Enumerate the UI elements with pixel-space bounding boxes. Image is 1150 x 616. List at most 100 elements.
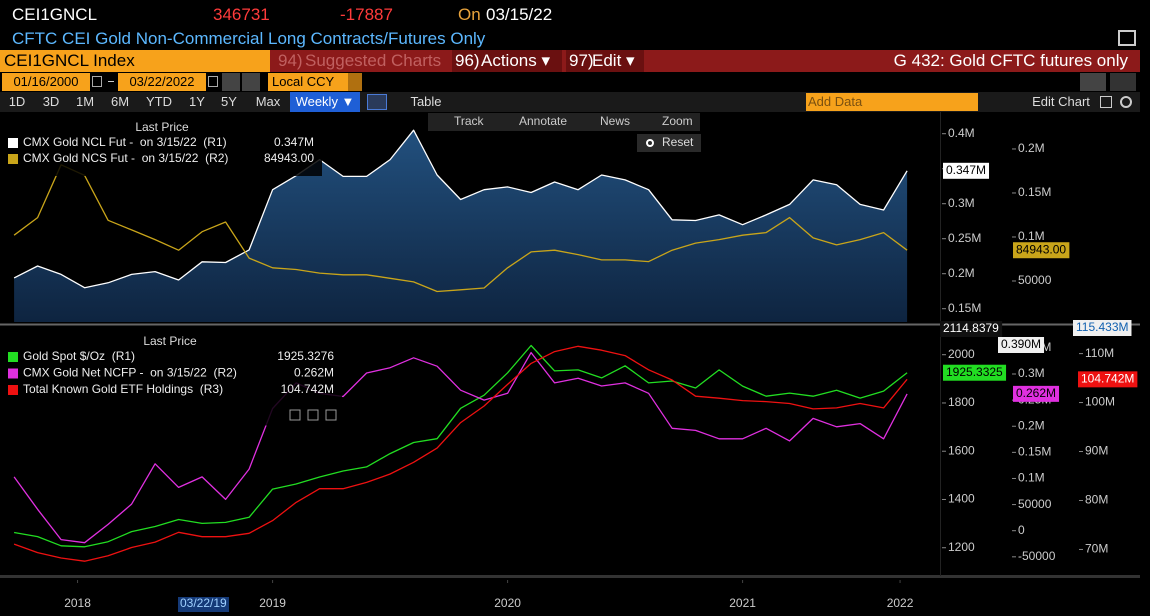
legend-title: Last Price bbox=[143, 334, 197, 348]
y-tick-label: 1800 bbox=[948, 395, 975, 409]
period-button[interactable]: 1D bbox=[8, 94, 26, 109]
y-tick-label: 0.1M bbox=[1018, 229, 1045, 243]
y-tick-label: 0 bbox=[1018, 523, 1025, 537]
legend-value: 104.742M bbox=[281, 382, 334, 396]
x-tick-label: 2018 bbox=[64, 596, 91, 610]
last-value: 346731 bbox=[213, 5, 270, 24]
value-flag: 0.262M bbox=[1016, 386, 1056, 400]
legend-swatch bbox=[8, 368, 18, 379]
legend-label: Total Known Gold ETF Holdings (R3) bbox=[23, 382, 223, 396]
tool-button[interactable]: Track bbox=[454, 114, 485, 128]
add-data-field[interactable]: Add Data bbox=[806, 93, 978, 111]
range-marker-box bbox=[178, 597, 230, 612]
y-tick-label: 0.25M bbox=[948, 231, 981, 245]
value-flag-box bbox=[1013, 385, 1060, 402]
y-tick-label: 0.2M bbox=[1018, 418, 1045, 432]
period-button[interactable]: Max bbox=[255, 94, 281, 109]
tool-button[interactable]: Zoom bbox=[662, 114, 693, 128]
y-tick-label: 0.15M bbox=[948, 301, 981, 315]
value-flag-box bbox=[1073, 320, 1132, 336]
y-tick-label: 2000 bbox=[948, 347, 975, 361]
y-tick-label: 0.15M bbox=[1018, 185, 1051, 199]
legend-value: 1925.3276 bbox=[277, 349, 334, 363]
value-flag: 84943.00 bbox=[1016, 242, 1066, 256]
legend-label: CMX Gold NCS Fut - on 3/15/22 (R2) bbox=[23, 151, 228, 165]
edit[interactable]: Edit ▾ bbox=[592, 51, 635, 70]
start-date[interactable]: 01/16/2000 bbox=[2, 73, 90, 91]
y-tick-label: 1400 bbox=[948, 492, 975, 506]
value-flag: 1925.3325 bbox=[946, 365, 1003, 379]
y-tick-label: 0.15M bbox=[1018, 445, 1051, 459]
calendar-icon[interactable] bbox=[92, 76, 102, 87]
line bbox=[13, 351, 908, 544]
period-button[interactable]: 3D bbox=[42, 94, 60, 109]
currency-dropdown[interactable] bbox=[348, 73, 362, 91]
edit-button[interactable] bbox=[566, 50, 644, 72]
end-date[interactable]: 03/22/2022 bbox=[118, 73, 206, 91]
table-button[interactable]: Table bbox=[410, 94, 442, 109]
legend-swatch bbox=[8, 385, 18, 395]
y-tick-label: 50000 bbox=[1018, 497, 1052, 511]
value-flag-box bbox=[943, 162, 990, 179]
currency[interactable]: Local CCY bbox=[268, 73, 348, 91]
legend-swatch bbox=[8, 352, 18, 362]
subtitle: CFTC CEI Gold Non-Commercial Long Contra… bbox=[12, 29, 486, 48]
legend-swatch bbox=[8, 138, 18, 148]
y-tick-label: 0.4M bbox=[948, 126, 975, 140]
period-button[interactable]: 1M bbox=[75, 94, 95, 109]
value-flag-box bbox=[1013, 242, 1070, 259]
x-tick-label: 2019 bbox=[259, 596, 286, 610]
suggested-charts[interactable]: Suggested Charts bbox=[305, 51, 442, 70]
frequency-button[interactable]: Weekly ▼ bbox=[290, 92, 360, 112]
settings-icon[interactable] bbox=[1100, 96, 1112, 108]
undo-button[interactable] bbox=[1080, 73, 1106, 91]
legend-swatch bbox=[8, 154, 18, 164]
line bbox=[13, 129, 908, 289]
legend-label: CMX Gold NCL Fut - on 3/15/22 (R1) bbox=[23, 135, 227, 149]
edit-chart-button[interactable]: Edit Chart bbox=[1032, 94, 1090, 109]
expand-icon[interactable] bbox=[1118, 30, 1136, 46]
value-flag-box bbox=[940, 321, 1003, 337]
redo-button[interactable] bbox=[1110, 73, 1136, 91]
y-tick-label: 50000 bbox=[1018, 273, 1052, 287]
gear-icon[interactable] bbox=[1120, 96, 1132, 108]
x-tick-label: 2022 bbox=[887, 596, 914, 610]
x-tick-label: 2021 bbox=[729, 596, 756, 610]
value-flag-box bbox=[998, 337, 1045, 353]
legend-box bbox=[0, 332, 342, 426]
y-tick-label: 0.1M bbox=[1018, 471, 1045, 485]
reset-label[interactable]: Reset bbox=[662, 135, 694, 149]
x-tick-label: 2020 bbox=[494, 596, 521, 610]
value-flag-box bbox=[943, 364, 1007, 381]
value-flag: 104.742M bbox=[1081, 372, 1134, 386]
next-button[interactable] bbox=[242, 73, 260, 91]
dash bbox=[108, 81, 114, 82]
y-tick-label: 1200 bbox=[948, 540, 975, 554]
on-label: On bbox=[458, 5, 481, 24]
tool-button[interactable]: Annotate bbox=[519, 114, 567, 128]
actions[interactable]: Actions ▾ bbox=[481, 51, 551, 70]
security-field[interactable]: CEI1GNCL Index bbox=[0, 50, 270, 72]
reset-button[interactable] bbox=[637, 134, 701, 152]
tool-button[interactable]: News bbox=[600, 114, 630, 128]
chart-type-icon[interactable] bbox=[367, 94, 387, 110]
period-button[interactable]: 1Y bbox=[189, 94, 205, 109]
period-button[interactable]: 6M bbox=[110, 94, 130, 109]
y-tick-label: 70M bbox=[1085, 542, 1108, 556]
line bbox=[13, 345, 908, 562]
value-flag: 2114.8379 bbox=[943, 321, 999, 335]
function-label: G 432: Gold CFTC futures only bbox=[893, 51, 1128, 70]
prev-button[interactable] bbox=[222, 73, 240, 91]
legend-label: Gold Spot $/Oz (R1) bbox=[23, 349, 135, 363]
legend-value: 0.347M bbox=[274, 135, 314, 149]
y-tick-label: 0.2M bbox=[1018, 141, 1045, 155]
period-button[interactable]: 5Y bbox=[221, 94, 237, 109]
calendar-icon[interactable] bbox=[208, 76, 218, 87]
legend-icon bbox=[307, 409, 319, 421]
y-tick-label: 0.3M bbox=[1018, 366, 1045, 380]
actions-button[interactable] bbox=[452, 50, 562, 72]
chart-area: Last Price CMX Gold NCL Fut - on 3/15/22 … bbox=[0, 112, 1140, 612]
chart-tools: Reset Track Annotate News Zoom bbox=[428, 113, 701, 152]
period-button[interactable]: YTD bbox=[146, 94, 172, 109]
